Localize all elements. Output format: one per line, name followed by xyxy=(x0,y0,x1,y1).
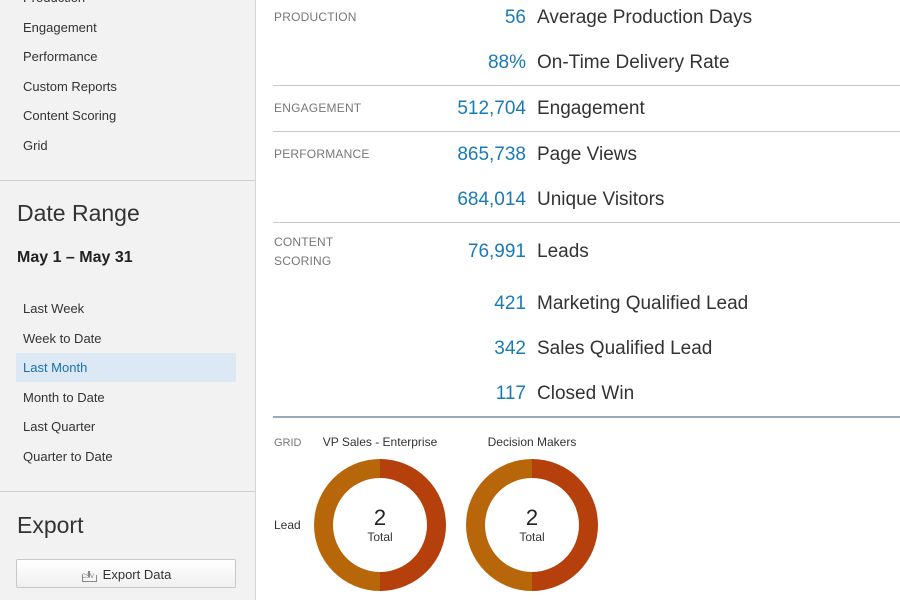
metric-label: Unique Visitors xyxy=(537,188,665,210)
icon-label: CSV xyxy=(81,573,95,580)
metric-value: 76,991 xyxy=(467,241,526,262)
icon-tray xyxy=(81,574,97,582)
metric-section: PRODUCTION 56 Average Production Days 88% On… xyxy=(273,0,900,86)
divider xyxy=(0,491,255,492)
metric-label: On-Time Delivery Rate xyxy=(537,51,730,73)
donut-segment xyxy=(380,459,446,591)
grid-label: GRID xyxy=(274,437,302,449)
button-label: Export Data xyxy=(102,567,172,583)
nav-link[interactable]: Grid xyxy=(23,137,48,153)
metric-value: 684,014 xyxy=(457,188,526,210)
nav-link[interactable]: Custom Reports xyxy=(23,78,117,94)
row-label: Lead xyxy=(274,518,301,532)
section-label: PRODUCTION xyxy=(274,10,357,24)
donut-segment xyxy=(466,459,532,591)
date-option[interactable]: Week to Date xyxy=(23,330,102,346)
metric-value: 117 xyxy=(495,382,526,404)
column-header: Decision Makers xyxy=(488,435,577,449)
metric-value: 88% xyxy=(487,51,526,73)
nav-link[interactable]: Content Scoring xyxy=(23,108,117,123)
metric-label: Sales Qualified Lead xyxy=(537,337,713,359)
metric-value: 512,704 xyxy=(457,97,526,119)
section-label: PERFORMANCE xyxy=(274,147,370,161)
metric-label: Average Production Days xyxy=(537,6,753,28)
metric-row: ENGAGEMENT 512,704 Engagement xyxy=(273,86,900,131)
date-option[interactable]: Quarter to Date xyxy=(23,448,113,464)
metric-label: Marketing Qualified Lead xyxy=(537,292,749,314)
metric-value: 421 xyxy=(494,292,526,314)
date-range: May 1 – May 31 xyxy=(17,249,133,266)
metric-value: 865,738 xyxy=(457,143,526,165)
section-label: CONTENT SCORING xyxy=(274,235,334,268)
donut-segment xyxy=(314,459,380,591)
divider xyxy=(0,180,255,181)
metric-value: 56 xyxy=(504,6,526,28)
metric-section: ENGAGEMENT 512,704 Engagement xyxy=(273,86,900,132)
metric-row: 421 Marketing Qualified Lead xyxy=(273,281,900,326)
export-button[interactable]: CSV Export Data xyxy=(16,559,236,588)
metric-label: Leads xyxy=(537,241,589,262)
metrics: PRODUCTION 56 Average Production Days 88% On… xyxy=(273,0,900,418)
section-heading: Date Range xyxy=(17,200,140,226)
metric-label: Engagement xyxy=(537,97,645,119)
metric-row: 342 Sales Qualified Lead xyxy=(273,326,900,371)
date-option[interactable]: Last Quarter xyxy=(23,419,96,434)
date-option[interactable]: Month to Date xyxy=(23,389,105,405)
donut-total-label: Total xyxy=(367,530,392,544)
section-heading: Export xyxy=(17,512,84,538)
metric-row: 88% On-Time Delivery Rate xyxy=(273,40,900,85)
sidebar: Date Range May 1 – May 31 Export CSV Exp… xyxy=(0,0,256,600)
metric-row: CONTENT SCORING 76,991 Leads xyxy=(273,223,900,281)
csv-icon: CSV xyxy=(81,566,97,584)
nav-link[interactable]: Engagement xyxy=(23,19,97,35)
metric-value: 342 xyxy=(494,337,526,359)
metric-label: Closed Win xyxy=(537,382,635,404)
metric-row: PRODUCTION 56 Average Production Days xyxy=(273,0,900,40)
nav-link[interactable]: Production xyxy=(23,0,85,5)
section-label: ENGAGEMENT xyxy=(274,101,362,115)
icon-arrow xyxy=(87,570,90,577)
nav-link[interactable]: Performance xyxy=(23,49,98,64)
metric-section: PERFORMANCE 865,738 Page Views 684,014 Uniqu… xyxy=(273,132,900,223)
date-option[interactable]: Last Week xyxy=(23,301,85,316)
donut-total-label: Total xyxy=(519,530,544,544)
donut-total: 2 xyxy=(526,505,538,530)
date-option[interactable]: Last Month xyxy=(16,353,236,382)
metric-row: 117 Closed Win xyxy=(273,371,900,416)
metric-row: 684,014 Unique Visitors xyxy=(273,177,900,222)
column-header: VP Sales - Enterprise xyxy=(323,435,438,449)
donut-segment xyxy=(532,459,598,591)
metric-section: CONTENT SCORING 76,991 Leads 421 Marketing Q… xyxy=(273,223,900,418)
grid-chart: GRID VP Sales - Enterprise Decision Makers… xyxy=(274,435,598,591)
metric-row: PERFORMANCE 865,738 Page Views xyxy=(273,132,900,177)
donut-total: 2 xyxy=(374,505,386,530)
metric-label: Page Views xyxy=(537,143,637,165)
